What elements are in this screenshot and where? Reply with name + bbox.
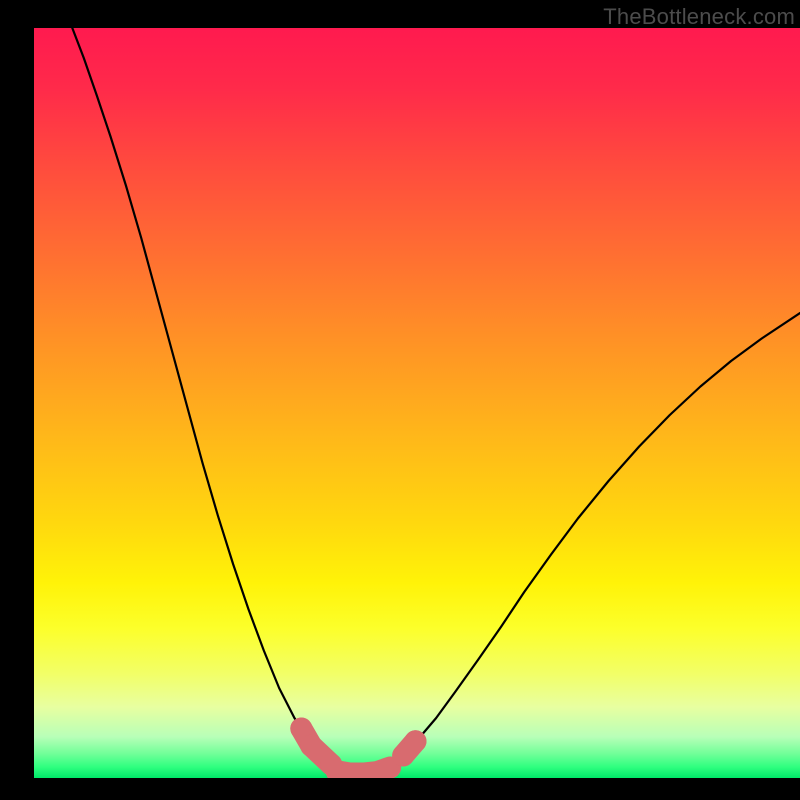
curves-svg	[34, 28, 800, 778]
curve-right	[356, 313, 800, 774]
plot-area	[34, 28, 800, 778]
marker-dot-left	[320, 754, 342, 776]
marker-bar	[337, 768, 391, 774]
curve-left	[72, 28, 355, 774]
marker-dot-right	[404, 730, 426, 752]
watermark-text: TheBottleneck.com	[603, 4, 795, 30]
